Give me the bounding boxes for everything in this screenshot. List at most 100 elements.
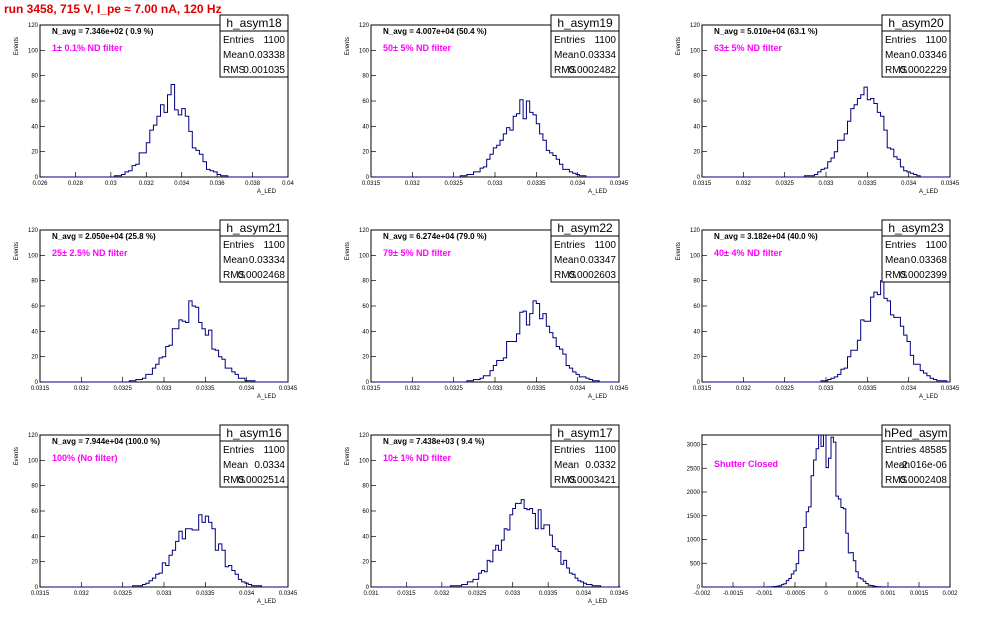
stats-title: h_asym20 xyxy=(888,16,944,30)
y-tick-label: 40 xyxy=(693,124,700,130)
x-tick-label: 0.033 xyxy=(156,591,172,597)
y-tick-label: 40 xyxy=(693,329,700,335)
y-axis-title: Events xyxy=(14,447,20,465)
navg-annotation: N_avg = 6.274e+04 (79.0 %) xyxy=(383,232,487,241)
histogram-line-h_asym20 xyxy=(702,86,950,178)
x-tick-label: 0.034 xyxy=(576,591,592,597)
x-tick-label: 0.032 xyxy=(74,386,90,392)
y-tick-label: 40 xyxy=(362,124,369,130)
stats-entries-label: Entries xyxy=(554,240,585,251)
y-tick-label: 20 xyxy=(31,560,38,566)
x-tick-label: 0.0335 xyxy=(527,386,546,392)
stats-rms-value: 0.001035 xyxy=(243,65,285,76)
y-tick-label: 80 xyxy=(362,74,369,80)
y-tick-label: 2000 xyxy=(687,490,701,496)
x-tick-label: 0.0325 xyxy=(444,386,463,392)
x-tick-label: 0.034 xyxy=(901,386,917,392)
stats-entries-label: Entries xyxy=(223,35,254,46)
y-axis-title: Events xyxy=(345,447,351,465)
y-tick-label: 60 xyxy=(31,509,38,515)
y-tick-label: 40 xyxy=(31,534,38,540)
stats-title: hPed_asym xyxy=(884,426,947,440)
stats-title: h_asym18 xyxy=(226,16,282,30)
y-tick-label: 20 xyxy=(362,150,369,156)
y-tick-label: 500 xyxy=(690,561,701,567)
x-tick-label: 0.034 xyxy=(239,386,255,392)
stats-rms-value: 0.0002408 xyxy=(900,475,948,486)
stats-box-h_asym20 xyxy=(881,14,951,78)
x-tick-label: 0.032 xyxy=(736,386,752,392)
x-tick-label: 0.032 xyxy=(736,181,752,187)
x-tick-label: 0.0005 xyxy=(848,591,867,597)
y-tick-label: 120 xyxy=(359,433,370,439)
x-tick-label: 0.034 xyxy=(570,181,586,187)
x-tick-label: -0.0015 xyxy=(723,591,744,597)
x-tick-label: 0.031 xyxy=(363,591,379,597)
stats-rms-label: RMS xyxy=(885,475,908,486)
stats-rms-value: 0.0002229 xyxy=(900,65,948,76)
x-axis-title: A_LED xyxy=(257,599,277,605)
stats-title: h_asym19 xyxy=(557,16,613,30)
stats-entries-label: Entries xyxy=(885,35,916,46)
x-tick-label: 0.0315 xyxy=(693,181,712,187)
y-tick-label: 1000 xyxy=(687,538,701,544)
stats-entries-value: 1100 xyxy=(263,35,285,46)
stats-rms-label: RMS xyxy=(885,65,908,76)
x-tick-label: 0.04 xyxy=(282,181,294,187)
x-tick-label: 0.002 xyxy=(942,591,958,597)
filter-annotation: 40± 4% ND filter xyxy=(714,248,782,258)
page-title: run 3458, 715 V, I_pe ≈ 7.00 nA, 120 Hz xyxy=(4,2,222,16)
stats-mean-label: Mean xyxy=(554,255,579,266)
navg-annotation: N_avg = 7.438e+03 ( 9.4 %) xyxy=(383,437,485,446)
stats-mean-value: 0.03338 xyxy=(249,50,286,61)
y-tick-label: 80 xyxy=(362,279,369,285)
stats-box-h_asym21 xyxy=(219,219,289,283)
stats-entries-value: 1100 xyxy=(925,240,947,251)
stats-rms-value: 0.0003421 xyxy=(569,475,617,486)
stats-rms-label: RMS xyxy=(554,475,577,486)
y-tick-label: 40 xyxy=(31,329,38,335)
x-tick-label: 0.032 xyxy=(405,181,421,187)
y-tick-label: 100 xyxy=(690,253,701,259)
x-tick-label: 0.038 xyxy=(245,181,261,187)
y-axis-title: Events xyxy=(345,242,351,260)
navg-annotation: N_avg = 7.944e+04 (100.0 %) xyxy=(52,437,160,446)
filter-annotation: 25± 2.5% ND filter xyxy=(52,248,128,258)
x-tick-label: 0.0015 xyxy=(910,591,929,597)
y-tick-label: 80 xyxy=(693,279,700,285)
navg-annotation: N_avg = 4.007e+04 (50.4 %) xyxy=(383,27,487,36)
y-tick-label: 100 xyxy=(359,48,370,54)
stats-entries-value: 1100 xyxy=(594,35,616,46)
navg-annotation: N_avg = 7.346e+02 ( 0.9 %) xyxy=(52,27,154,36)
stats-mean-label: Mean xyxy=(885,460,910,471)
stats-entries-value: 1100 xyxy=(594,445,616,456)
x-tick-label: 0.036 xyxy=(210,181,226,187)
y-tick-label: 100 xyxy=(28,48,39,54)
filter-annotation: 63± 5% ND filter xyxy=(714,43,782,53)
stats-rms-label: RMS xyxy=(223,475,246,486)
x-tick-label: 0.028 xyxy=(68,181,84,187)
stats-rms-value: 0.0002399 xyxy=(900,270,948,281)
stats-title: h_asym23 xyxy=(888,221,944,235)
x-tick-label: 0.0315 xyxy=(31,591,50,597)
stats-mean-value: 0.0334 xyxy=(254,460,285,471)
x-tick-label: 0.026 xyxy=(32,181,48,187)
x-tick-label: 0.03 xyxy=(105,181,117,187)
y-tick-label: 120 xyxy=(690,228,701,234)
y-tick-label: 120 xyxy=(690,23,701,29)
stats-box-h_asym22 xyxy=(550,219,620,283)
y-tick-label: 120 xyxy=(28,23,39,29)
x-axis-title: A_LED xyxy=(257,394,277,400)
stats-title: h_asym16 xyxy=(226,426,282,440)
stats-box-h_asym18 xyxy=(219,14,289,78)
x-tick-label: 0.0335 xyxy=(527,181,546,187)
stats-entries-value: 1100 xyxy=(594,240,616,251)
x-tick-label: 0.034 xyxy=(174,181,190,187)
filter-annotation: 100% (No filter) xyxy=(52,453,118,463)
y-tick-label: 0 xyxy=(697,175,701,181)
y-tick-label: 80 xyxy=(693,74,700,80)
stats-mean-label: Mean xyxy=(885,50,910,61)
x-tick-label: 0.0345 xyxy=(941,386,960,392)
y-tick-label: 80 xyxy=(31,74,38,80)
